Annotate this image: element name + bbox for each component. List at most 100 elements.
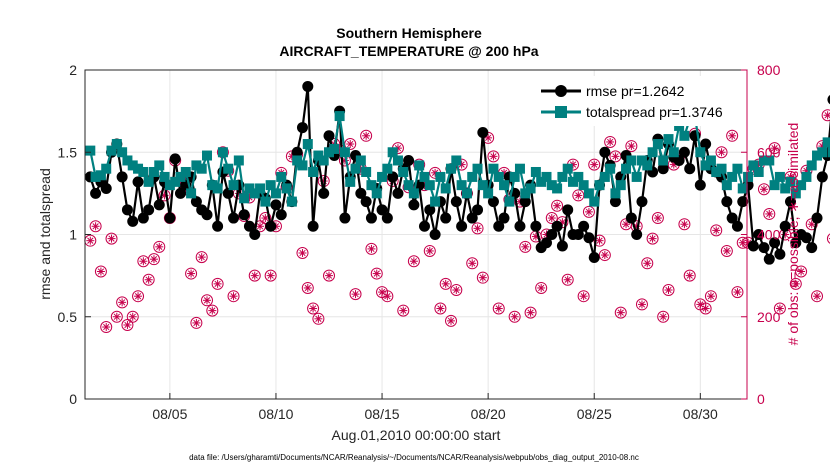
totalspread-point bbox=[366, 180, 377, 191]
obs-assimilated-point bbox=[425, 246, 434, 255]
obs-assimilated-point bbox=[600, 251, 609, 260]
obs-possible-point bbox=[407, 255, 420, 268]
obs-possible-point bbox=[471, 222, 484, 235]
totalspread-point bbox=[361, 166, 372, 177]
rmse-point bbox=[466, 212, 478, 224]
obs-assimilated-point bbox=[298, 249, 307, 258]
obs-assimilated-point bbox=[765, 209, 774, 218]
obs-assimilated-point bbox=[584, 207, 593, 216]
obs-assimilated-point bbox=[362, 131, 371, 140]
obs-assimilated-point bbox=[192, 318, 201, 327]
rmse-point bbox=[498, 212, 510, 224]
totalspread-point bbox=[371, 188, 382, 199]
obs-count-markers bbox=[84, 109, 830, 334]
totalspread-point bbox=[663, 134, 674, 145]
legend-box bbox=[537, 76, 745, 126]
y-right-tick-label: 800 bbox=[757, 62, 781, 78]
legend-rmse-label: rmse pr=1.2642 bbox=[586, 83, 685, 99]
obs-assimilated-point bbox=[91, 222, 100, 231]
totalspread-point bbox=[573, 171, 584, 182]
rmse-point bbox=[116, 171, 128, 183]
chart-subtitle: AIRCRAFT_TEMPERATURE @ 200 hPa bbox=[279, 43, 538, 59]
totalspread-point bbox=[196, 163, 207, 174]
obs-assimilated-point bbox=[770, 144, 779, 153]
totalspread-point bbox=[202, 150, 213, 161]
rmse-point bbox=[657, 163, 669, 175]
rmse-point bbox=[365, 212, 377, 224]
obs-assimilated-point bbox=[112, 312, 121, 321]
obs-possible-point bbox=[710, 224, 723, 237]
rmse-point bbox=[784, 196, 796, 208]
totalspread-point bbox=[764, 155, 775, 166]
obs-possible-point bbox=[561, 273, 574, 286]
totalspread-point bbox=[164, 180, 175, 191]
rmse-point bbox=[296, 122, 308, 134]
totalspread-point bbox=[758, 155, 769, 166]
obs-assimilated-point bbox=[510, 312, 519, 321]
rmse-point bbox=[127, 215, 139, 227]
obs-possible-point bbox=[789, 277, 802, 290]
totalspread-point bbox=[148, 166, 159, 177]
rmse-point bbox=[291, 146, 303, 158]
obs-assimilated-point bbox=[616, 308, 625, 317]
obs-possible-point bbox=[439, 277, 452, 290]
totalspread-point bbox=[668, 147, 679, 158]
obs-assimilated-point bbox=[139, 257, 148, 266]
obs-assimilated-point bbox=[685, 271, 694, 280]
totalspread-point bbox=[154, 160, 165, 171]
totalspread-point bbox=[101, 163, 112, 174]
totalspread-point bbox=[817, 147, 828, 158]
totalspread-point bbox=[329, 143, 340, 154]
rmse-point bbox=[673, 154, 685, 166]
totalspread-point bbox=[509, 171, 520, 182]
totalspread-point bbox=[642, 160, 653, 171]
obs-assimilated-point bbox=[553, 201, 562, 210]
rmse-point bbox=[212, 220, 224, 232]
totalspread-point bbox=[695, 147, 706, 158]
rmse-point bbox=[578, 220, 590, 232]
totalspread-point bbox=[488, 163, 499, 174]
obs-possible-point bbox=[153, 240, 166, 253]
y-right-tick-label: 400 bbox=[757, 227, 781, 243]
totalspread-point bbox=[127, 160, 138, 171]
totalspread-point bbox=[753, 166, 764, 177]
totalspread-point bbox=[122, 155, 133, 166]
obs-possible-point bbox=[773, 302, 786, 315]
totalspread-point bbox=[801, 171, 812, 182]
totalspread-point bbox=[541, 171, 552, 182]
obs-possible-point bbox=[132, 290, 145, 303]
obs-possible-point bbox=[763, 207, 776, 220]
rmse-point bbox=[519, 196, 531, 208]
totalspread-point bbox=[589, 196, 600, 207]
data-file-note: data file: /Users/gharamti/Documents/NCA… bbox=[189, 453, 639, 462]
legend-totalspread-marker bbox=[555, 106, 567, 118]
totalspread-point bbox=[239, 193, 250, 204]
totalspread-point bbox=[732, 163, 743, 174]
rmse-point bbox=[530, 220, 542, 232]
rmse-point bbox=[318, 187, 330, 199]
totalspread-point bbox=[743, 171, 754, 182]
totalspread-point bbox=[133, 163, 144, 174]
obs-possible-point bbox=[201, 294, 214, 307]
rmse-point bbox=[238, 209, 250, 221]
obs-possible-point bbox=[582, 205, 595, 218]
totalspread-point bbox=[217, 147, 228, 158]
obs-assimilated-point bbox=[378, 288, 387, 297]
obs-assimilated-point bbox=[733, 288, 742, 297]
totalspread-point bbox=[403, 180, 414, 191]
rmse-point bbox=[487, 196, 499, 208]
totalspread-point bbox=[249, 188, 260, 199]
obs-possible-point bbox=[105, 232, 118, 245]
x-axis-ticks: 08/05 08/10 08/15 08/20 08/25 08/30 bbox=[152, 393, 718, 422]
obs-assimilated-point bbox=[526, 308, 535, 317]
rmse-point bbox=[339, 212, 351, 224]
obs-assimilated-point bbox=[213, 279, 222, 288]
obs-assimilated-point bbox=[128, 312, 137, 321]
rmse-point bbox=[588, 252, 600, 264]
obs-assimilated-point bbox=[664, 286, 673, 295]
y-axis-right-label: # of obs: o=possible; ∗=assimilated bbox=[785, 123, 801, 346]
obs-possible-point bbox=[89, 220, 102, 233]
obs-assimilated-point bbox=[722, 246, 731, 255]
obs-possible-point bbox=[116, 296, 129, 309]
legend-rmse-marker bbox=[555, 85, 567, 97]
